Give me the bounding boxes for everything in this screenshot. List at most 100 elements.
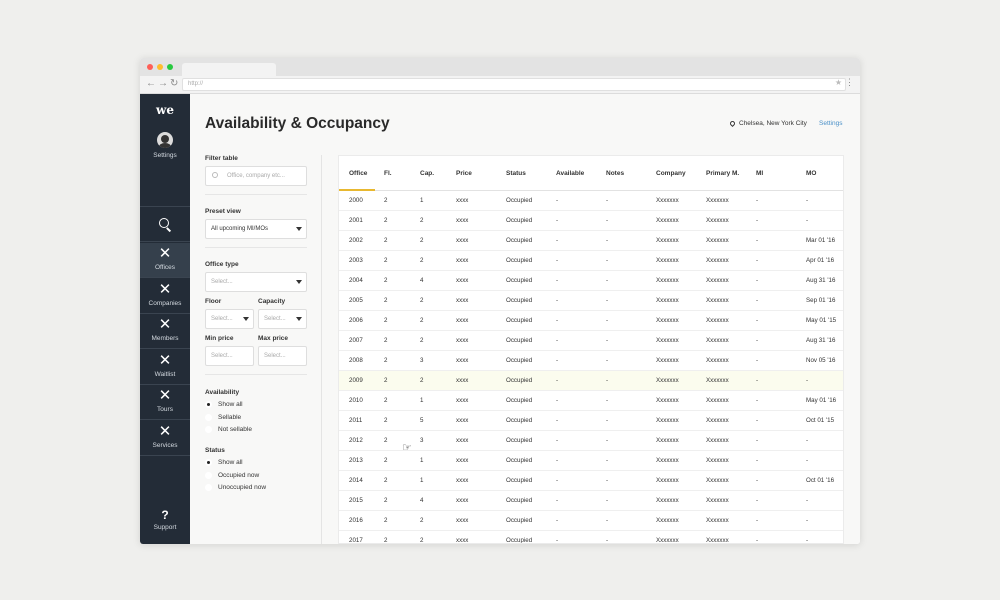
- radio-button[interactable]: [205, 484, 212, 492]
- column-header[interactable]: Available: [556, 170, 585, 177]
- max-price-input[interactable]: Select...: [258, 346, 307, 366]
- zoom-dot[interactable]: [167, 64, 173, 70]
- back-arrow-icon[interactable]: ←: [146, 78, 156, 89]
- table-row[interactable]: 2006 2 2 xxxx Occupied - - Xxxxxxx Xxxxxxx - May 0…: [339, 311, 843, 331]
- table-cell: Xxxxxxx: [706, 317, 729, 324]
- divider: [205, 374, 307, 375]
- chevron-down-icon: [296, 280, 302, 284]
- status-radio[interactable]: Unoccupied now: [205, 484, 266, 492]
- column-header[interactable]: Primary M.: [706, 170, 740, 177]
- table-cell: -: [756, 417, 759, 424]
- avatar[interactable]: [157, 132, 173, 148]
- table-cell: Xxxxxxx: [706, 477, 729, 484]
- availability-radio[interactable]: Not sellable: [205, 426, 252, 434]
- table-row[interactable]: 2009 2 2 xxxx Occupied - - Xxxxxxx Xxxxxxx - -: [339, 371, 843, 391]
- column-header[interactable]: Fl.: [384, 170, 392, 177]
- column-header[interactable]: MI: [756, 170, 764, 177]
- column-header[interactable]: Company: [656, 170, 686, 177]
- chevron-down-icon: [296, 317, 302, 321]
- url-bar[interactable]: http://: [182, 78, 846, 91]
- table-cell: 2: [420, 517, 424, 524]
- radio-button[interactable]: [205, 401, 212, 408]
- sidebar-item-waitlist[interactable]: ✕ Waitlist: [140, 350, 190, 385]
- table-row[interactable]: 2014 2 1 xxxx Occupied - - Xxxxxxx Xxxxxxx - Oct 0…: [339, 471, 843, 491]
- table-cell: Xxxxxxx: [656, 517, 679, 524]
- radio-button[interactable]: [205, 471, 212, 479]
- location-selector[interactable]: Chelsea, New York City: [728, 119, 807, 128]
- table-row[interactable]: 2001 2 2 xxxx Occupied - - Xxxxxxx Xxxxxxx - -: [339, 211, 843, 231]
- table-cell: 2000: [349, 197, 363, 204]
- minimize-dot[interactable]: [157, 64, 163, 70]
- filter-panel: Filter table Office, company etc... Pres…: [190, 155, 322, 544]
- forward-arrow-icon[interactable]: →: [158, 78, 168, 89]
- radio-button[interactable]: [205, 413, 212, 421]
- table-row[interactable]: 2005 2 2 xxxx Occupied - - Xxxxxxx Xxxxxxx - Sep 0…: [339, 291, 843, 311]
- table-cell: Occupied: [506, 457, 533, 464]
- sidebar-item-tours[interactable]: ✕ Tours: [140, 385, 190, 420]
- column-header[interactable]: Cap.: [420, 170, 435, 177]
- column-header[interactable]: Notes: [606, 170, 625, 177]
- table-cell: -: [606, 257, 609, 264]
- table-cell: 2014: [349, 477, 363, 484]
- table-cell: Xxxxxxx: [656, 357, 679, 364]
- table-row[interactable]: 2004 2 4 xxxx Occupied - - Xxxxxxx Xxxxxxx - Aug 3…: [339, 271, 843, 291]
- availability-radio[interactable]: Sellable: [205, 413, 241, 421]
- sidebar-item-companies[interactable]: ✕ Companies: [140, 279, 190, 314]
- sidebar-settings-label[interactable]: Settings: [153, 152, 177, 159]
- column-header[interactable]: Status: [506, 170, 526, 177]
- table-cell: Xxxxxxx: [656, 317, 679, 324]
- table-row[interactable]: 2002 2 2 xxxx Occupied - - Xxxxxxx Xxxxxxx - Mar 0…: [339, 231, 843, 251]
- table-cell: Occupied: [506, 357, 533, 364]
- close-icon: ✕: [158, 351, 172, 369]
- table-row[interactable]: 2011 2 5 xxxx Occupied - - Xxxxxxx Xxxxxxx - Oct 0…: [339, 411, 843, 431]
- logo[interactable]: we: [156, 103, 174, 117]
- table-row[interactable]: 2007 2 2 xxxx Occupied - - Xxxxxxx Xxxxxxx - Aug 3…: [339, 331, 843, 351]
- sidebar-support-label[interactable]: Support: [153, 524, 177, 531]
- radio-button[interactable]: [205, 426, 212, 434]
- radio-button[interactable]: [205, 459, 212, 466]
- office-type-select[interactable]: Select...: [205, 272, 307, 292]
- browser-tab[interactable]: [182, 63, 276, 77]
- table-cell: -: [806, 497, 809, 504]
- filter-search-input[interactable]: Office, company etc...: [205, 166, 307, 186]
- settings-link[interactable]: Settings: [819, 120, 843, 127]
- reload-icon[interactable]: ↻: [170, 78, 179, 89]
- table-row[interactable]: 2013 2 1 xxxx Occupied - - Xxxxxxx Xxxxxxx - -: [339, 451, 843, 471]
- column-header[interactable]: MO: [806, 170, 817, 177]
- table-cell: Xxxxxxx: [706, 277, 729, 284]
- capacity-select[interactable]: Select...: [258, 309, 307, 329]
- table-cell: xxxx: [456, 277, 469, 284]
- table-cell: -: [606, 357, 609, 364]
- table-row[interactable]: 2010 2 1 xxxx Occupied - - Xxxxxxx Xxxxxxx - May 0…: [339, 391, 843, 411]
- table-row[interactable]: 2003 2 2 xxxx Occupied - - Xxxxxxx Xxxxxxx - Apr 0…: [339, 251, 843, 271]
- table-row[interactable]: 2012 2 3 xxxx Occupied - - Xxxxxxx Xxxxxxx - -: [339, 431, 843, 451]
- table-cell: -: [756, 477, 759, 484]
- chevron-down-icon: [243, 317, 249, 321]
- sidebar-item-offices[interactable]: ✕ Offices: [140, 243, 190, 278]
- status-radio[interactable]: Show all: [205, 459, 243, 466]
- table-row[interactable]: 2017 2 2 xxxx Occupied - - Xxxxxxx Xxxxxxx - -: [339, 531, 843, 543]
- close-dot[interactable]: [147, 64, 153, 70]
- sidebar-search[interactable]: [140, 206, 190, 242]
- column-header[interactable]: Office: [349, 170, 368, 177]
- table-cell: Mar 01 '16: [806, 237, 836, 244]
- table-row[interactable]: 2008 2 3 xxxx Occupied - - Xxxxxxx Xxxxxxx - Nov 0…: [339, 351, 843, 371]
- menu-icon[interactable]: ⋮: [845, 77, 854, 87]
- star-icon[interactable]: ★: [834, 78, 842, 87]
- browser-window: ← → ↻ http:// ★ ⋮ we Settings ✕ Offices ✕ C…: [140, 58, 860, 544]
- sidebar-item-services[interactable]: ✕ Services: [140, 421, 190, 456]
- sidebar-item-members[interactable]: ✕ Members: [140, 314, 190, 349]
- floor-select[interactable]: Select...: [205, 309, 254, 329]
- table-row[interactable]: 2000 2 1 xxxx Occupied - - Xxxxxxx Xxxxxxx - -: [339, 191, 843, 211]
- availability-radio[interactable]: Show all: [205, 401, 243, 408]
- table-row[interactable]: 2016 2 2 xxxx Occupied - - Xxxxxxx Xxxxxxx - -: [339, 511, 843, 531]
- table-cell: 2: [384, 497, 388, 504]
- table-cell: -: [556, 357, 559, 364]
- min-price-input[interactable]: Select...: [205, 346, 254, 366]
- status-radio[interactable]: Occupied now: [205, 471, 259, 479]
- preset-view-select[interactable]: All upcoming MI/MOs: [205, 219, 307, 239]
- column-header[interactable]: Price: [456, 170, 472, 177]
- table-cell: Occupied: [506, 437, 533, 444]
- table-row[interactable]: 2015 2 4 xxxx Occupied - - Xxxxxxx Xxxxxxx - -: [339, 491, 843, 511]
- help-icon[interactable]: ?: [161, 508, 169, 522]
